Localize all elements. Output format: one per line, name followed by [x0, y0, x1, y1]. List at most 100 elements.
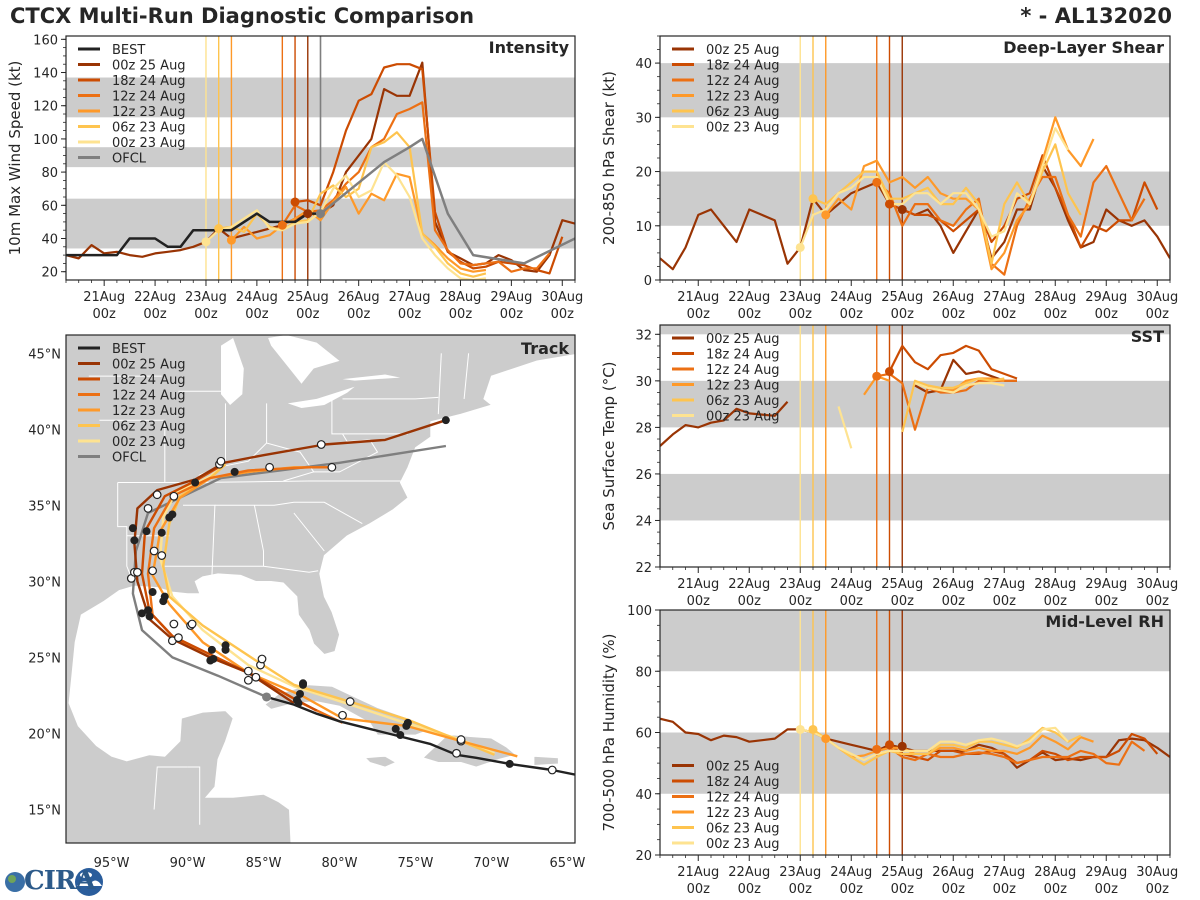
y-axis-label: 200-850 hPa Shear (kt) [600, 71, 618, 245]
x-tick-label-hour: 00z [993, 594, 1017, 609]
track-point-open [316, 440, 326, 449]
legend-label: OFCL [112, 451, 147, 466]
x-tick-label-hour: 00z [500, 307, 524, 322]
x-tick-label-date: 26Aug [932, 290, 974, 305]
legend-label: 00z 25 Aug [706, 43, 780, 58]
state-border [253, 505, 264, 567]
x-tick-label-hour: 00z [1095, 594, 1119, 609]
legend-label: 00z 23 Aug [112, 435, 186, 450]
track-point-filled [292, 696, 301, 705]
lat-tick-label: 35°N [28, 499, 61, 514]
x-tick-label-date: 23Aug [779, 865, 821, 880]
x-tick-label-date: 30Aug [1136, 577, 1178, 592]
series-line-00z-23-aug [205, 161, 487, 280]
map-frame [65, 334, 576, 844]
track-point-open [216, 456, 226, 466]
threshold-band [660, 63, 1170, 118]
track-point-open [327, 462, 337, 472]
lon-tick-label: 75°W [398, 856, 434, 871]
y-tick-label: 20 [41, 266, 58, 281]
y-tick-label: 24 [635, 514, 652, 529]
y-tick-label: 60 [41, 199, 58, 214]
track-point-filled [505, 759, 514, 768]
x-tick-label-hour: 00z [891, 594, 915, 609]
land-polygon [533, 755, 559, 766]
series-line-18z-24-aug [888, 344, 1018, 380]
legend-label: 00z 23 Aug [706, 837, 780, 852]
y-tick-label: 40 [41, 233, 58, 248]
track-point-filled [145, 612, 154, 621]
legend-label: 00z 25 Aug [112, 59, 186, 74]
x-tick-label-date: 28Aug [1034, 865, 1076, 880]
x-tick-label-hour: 00z [296, 307, 320, 322]
y-tick-label: 20 [635, 166, 652, 181]
init-marker [277, 220, 287, 230]
x-tick-label-date: 30Aug [541, 290, 583, 305]
series-line-12z-24-aug [876, 165, 1146, 276]
panel-title: Intensity [489, 38, 570, 57]
track-point-open [174, 633, 183, 643]
map-area [66, 335, 575, 843]
x-tick-label-date: 26Aug [932, 577, 974, 592]
x-tick-label-hour: 00z [891, 882, 915, 897]
legend-label: BEST [112, 43, 145, 58]
init-marker [808, 194, 818, 204]
globe-icon [5, 868, 103, 896]
legend-label: 12z 23 Aug [706, 806, 780, 821]
init-marker [808, 724, 818, 734]
panel-intensity: 20 40 60 80 100 120 140 160 21Aug 00z 22Aug 00z 23Au… [6, 33, 583, 322]
series-line-00z-23-aug [914, 382, 1005, 394]
x-tick-label-hour: 00z [840, 594, 864, 609]
storm-id: * - AL132020 [1020, 4, 1172, 28]
x-tick-label-date: 24Aug [830, 865, 872, 880]
panel-shear: 0 10 20 30 40 21Aug 00z 22Aug 00z 23Aug 00z 24Aug 00… [600, 35, 1178, 322]
x-tick-label-date: 29Aug [1085, 577, 1127, 592]
track-point-filled [160, 592, 169, 601]
track-point-filled [157, 528, 166, 537]
panel-rh: 20 40 60 80 100 21Aug 00z 22Aug 00z 23Aug 00z 24Aug… [600, 604, 1178, 897]
track-point-filled [142, 527, 151, 536]
legend-label: 06z 23 Aug [706, 394, 780, 409]
series-line-00z-23-aug [800, 726, 1069, 762]
panel-title: Deep-Layer Shear [1003, 38, 1164, 57]
state-border [293, 512, 325, 552]
legend-label: BEST [112, 342, 145, 357]
x-tick-label-date: 27Aug [389, 290, 431, 305]
x-tick-label-date: 30Aug [1136, 290, 1178, 305]
legend-label: 12z 23 Aug [706, 90, 780, 105]
x-tick-label-hour: 00z [551, 307, 575, 322]
track-point-filled [221, 641, 230, 650]
x-tick-label-hour: 00z [347, 307, 371, 322]
panel-sst: 22 24 26 28 30 32 21Aug 00z 22Aug 00z 23Aug 00z 24Au… [600, 324, 1178, 609]
legend-label: 12z 24 Aug [112, 90, 186, 105]
state-border [313, 433, 379, 473]
state-border [164, 565, 319, 573]
track-point-open [265, 462, 275, 472]
legend-label: 06z 23 Aug [112, 121, 186, 136]
series-line-00z-25-aug [660, 401, 789, 447]
x-tick-label-hour: 00z [92, 307, 116, 322]
x-tick-label-hour: 00z [687, 882, 711, 897]
threshold-band [660, 732, 1170, 794]
x-tick-label-hour: 00z [840, 307, 864, 322]
x-tick-label-date: 28Aug [1034, 577, 1076, 592]
series-line-18z-24-aug [889, 154, 1159, 249]
y-tick-label: 120 [33, 100, 58, 115]
x-tick-label-hour: 00z [738, 594, 762, 609]
legend-label: 06z 23 Aug [706, 822, 780, 837]
y-tick-label: 140 [33, 67, 58, 82]
x-tick-label-date: 27Aug [983, 865, 1025, 880]
track-point-open [452, 748, 461, 758]
lat-tick-label: 30°N [28, 575, 61, 590]
legend-label: 00z 23 Aug [706, 410, 780, 425]
x-tick-label-date: 26Aug [338, 290, 380, 305]
series-line-12z-23-aug [825, 734, 1094, 759]
init-marker [897, 205, 907, 215]
lat-tick-label: 40°N [28, 423, 61, 438]
x-tick-label-hour: 00z [687, 307, 711, 322]
panel-title: Mid-Level RH [1045, 612, 1164, 631]
track-point-open [251, 672, 261, 682]
legend-label: OFCL [112, 152, 147, 167]
x-tick-label-date: 22Aug [728, 577, 770, 592]
lat-tick-label: 15°N [28, 804, 61, 819]
